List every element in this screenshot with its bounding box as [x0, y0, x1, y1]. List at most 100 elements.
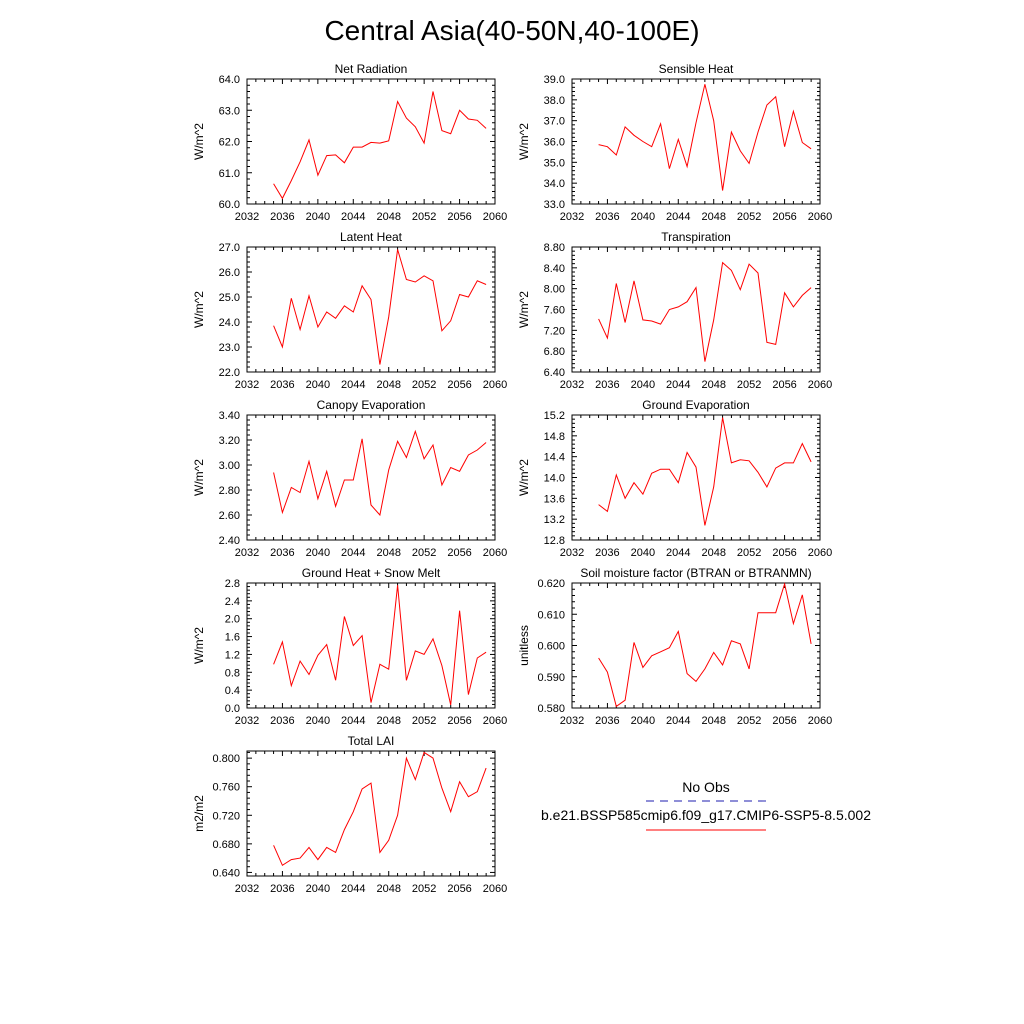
y-tick-label: 8.00 [544, 284, 565, 296]
y-tick-label: 25.0 [219, 292, 240, 304]
y-tick-label: 8.40 [544, 263, 565, 275]
legend-model-label: b.e21.BSSP585cmip6.f09_g17.CMIP6-SSP5-8.… [541, 807, 871, 823]
panel-title: Transpiration [661, 230, 731, 244]
x-tick-label: 2040 [306, 547, 330, 559]
y-tick-label: 15.2 [544, 410, 565, 422]
panel-title: Canopy Evaporation [317, 398, 426, 412]
x-tick-label: 2048 [376, 715, 400, 727]
x-tick-label: 2040 [306, 715, 330, 727]
y-tick-label: 3.00 [219, 460, 240, 472]
x-tick-label: 2036 [595, 715, 619, 727]
y-tick-label: 22.0 [219, 367, 240, 379]
x-tick-label: 2056 [772, 547, 796, 559]
y-tick-label: 0.4 [225, 685, 240, 697]
x-tick-label: 2048 [701, 715, 725, 727]
x-tick-label: 2056 [447, 211, 471, 223]
x-tick-label: 2032 [235, 379, 259, 391]
x-tick-label: 2052 [737, 211, 761, 223]
y-tick-label: 14.0 [544, 473, 565, 485]
x-tick-label: 2052 [412, 547, 436, 559]
x-tick-label: 2032 [560, 547, 584, 559]
x-tick-label: 2040 [631, 715, 655, 727]
x-tick-label: 2036 [270, 883, 294, 895]
series-line [273, 91, 487, 200]
y-tick-label: 14.4 [544, 452, 565, 464]
y-axis-label: W/m^2 [192, 459, 206, 496]
panel-title: Ground Heat + Snow Melt [302, 566, 441, 580]
y-tick-label: 0.680 [212, 839, 240, 851]
series-line [273, 249, 487, 365]
y-tick-label: 23.0 [219, 342, 240, 354]
y-tick-label: 0.0 [225, 703, 240, 715]
y-axis-label: W/m^2 [517, 459, 531, 496]
legend-obs-label: No Obs [682, 779, 729, 795]
y-tick-label: 14.8 [544, 431, 565, 443]
x-tick-label: 2048 [376, 547, 400, 559]
panel-title: Ground Evaporation [642, 398, 749, 412]
plot-frame [246, 582, 496, 709]
panel-title: Sensible Heat [659, 62, 734, 76]
x-tick-label: 2052 [412, 883, 436, 895]
x-tick-label: 2056 [772, 211, 796, 223]
y-axis-label: W/m^2 [192, 123, 206, 160]
x-tick-label: 2040 [306, 379, 330, 391]
x-tick-label: 2036 [595, 211, 619, 223]
x-tick-label: 2048 [376, 211, 400, 223]
y-axis-label: W/m^2 [517, 123, 531, 160]
y-tick-label: 1.6 [225, 632, 240, 644]
x-tick-label: 2032 [235, 715, 259, 727]
y-tick-label: 0.600 [537, 641, 565, 653]
x-tick-label: 2040 [306, 883, 330, 895]
x-tick-label: 2060 [483, 883, 507, 895]
x-tick-label: 2044 [341, 211, 365, 223]
x-tick-label: 2052 [737, 715, 761, 727]
y-tick-label: 0.800 [212, 753, 240, 765]
series-line [598, 261, 812, 362]
plot-frame [571, 582, 821, 709]
x-tick-label: 2060 [483, 211, 507, 223]
plot-frame [571, 246, 821, 373]
x-tick-label: 2056 [447, 547, 471, 559]
panel-6: Ground Heat + Snow Melt W/m^2 2032 2036 2040… [192, 566, 507, 727]
x-tick-label: 2036 [270, 211, 294, 223]
panel-title: Soil moisture factor (BTRAN or BTRANMN) [580, 566, 811, 580]
x-tick-label: 2040 [306, 211, 330, 223]
y-tick-label: 7.20 [544, 325, 565, 337]
x-tick-label: 2040 [631, 379, 655, 391]
y-tick-label: 0.8 [225, 667, 240, 679]
x-tick-label: 2052 [737, 547, 761, 559]
x-tick-label: 2036 [595, 547, 619, 559]
x-tick-label: 2048 [701, 211, 725, 223]
y-axis-label: W/m^2 [192, 627, 206, 664]
y-tick-label: 60.0 [219, 199, 240, 211]
x-tick-label: 2036 [270, 379, 294, 391]
x-tick-label: 2060 [808, 715, 832, 727]
x-tick-label: 2036 [595, 379, 619, 391]
y-axis-label: m2/m2 [192, 795, 206, 832]
panel-title: Total LAI [348, 734, 395, 748]
y-tick-label: 0.610 [537, 609, 565, 621]
plot-frame [246, 750, 496, 877]
y-tick-label: 64.0 [219, 74, 240, 86]
y-axis-label: W/m^2 [192, 291, 206, 328]
x-tick-label: 2044 [666, 211, 690, 223]
x-tick-label: 2056 [447, 715, 471, 727]
x-tick-label: 2060 [483, 715, 507, 727]
x-tick-label: 2044 [666, 547, 690, 559]
plot-frame [246, 78, 496, 205]
x-tick-label: 2060 [483, 547, 507, 559]
x-tick-label: 2044 [666, 379, 690, 391]
x-tick-label: 2052 [737, 379, 761, 391]
y-tick-label: 33.0 [544, 199, 565, 211]
y-tick-label: 37.0 [544, 116, 565, 128]
x-tick-label: 2052 [412, 379, 436, 391]
panel-2: Latent Heat W/m^2 2032 2036 2040 2044 2048 2052… [192, 230, 507, 391]
y-tick-label: 0.640 [212, 867, 240, 879]
x-tick-label: 2056 [772, 715, 796, 727]
y-tick-label: 2.40 [219, 535, 240, 547]
x-tick-label: 2044 [341, 883, 365, 895]
x-tick-label: 2036 [270, 715, 294, 727]
x-tick-label: 2032 [235, 883, 259, 895]
series-line [598, 417, 812, 526]
x-tick-label: 2052 [412, 211, 436, 223]
